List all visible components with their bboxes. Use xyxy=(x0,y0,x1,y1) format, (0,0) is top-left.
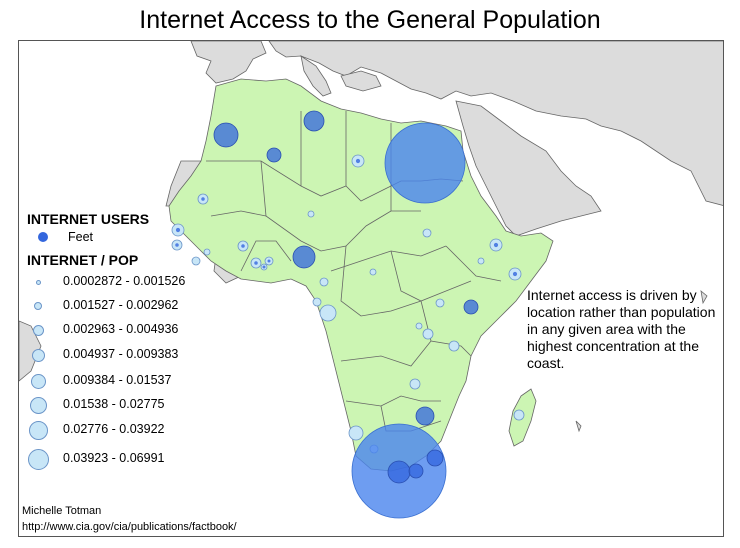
country-border xyxy=(345,395,441,407)
legend-class-symbol-icon xyxy=(27,448,49,470)
credit-source: http://www.cia.gov/cia/publications/fact… xyxy=(22,521,237,533)
credit-author: Michelle Totman xyxy=(22,505,102,517)
country-border xyxy=(240,240,292,272)
pop-circle xyxy=(513,409,525,421)
users-dot xyxy=(201,197,205,201)
users-dot xyxy=(241,244,245,248)
legend-class-label: 0.004937 - 0.009383 xyxy=(63,347,179,361)
pop-circle xyxy=(203,248,211,256)
legend-class-symbol-icon xyxy=(35,279,41,285)
users-circle xyxy=(426,449,444,467)
legend-class-label: 0.009384 - 0.01537 xyxy=(63,373,172,387)
country-border xyxy=(420,300,472,357)
pop-circle xyxy=(369,268,377,276)
legend-class-symbol-icon xyxy=(28,420,48,440)
users-dot xyxy=(512,271,518,277)
pop-circle xyxy=(415,322,423,330)
pop-circle xyxy=(422,228,432,238)
legend-class-label: 0.03923 - 0.06991 xyxy=(63,451,165,465)
users-circle xyxy=(463,299,479,315)
legend-pop-heading: INTERNET / POP xyxy=(27,252,139,268)
legend-class-label: 0.02776 - 0.03922 xyxy=(63,422,165,436)
users-dot xyxy=(175,227,181,233)
map-symbols xyxy=(171,110,525,519)
legend-class-symbol-icon xyxy=(32,324,44,336)
users-circle xyxy=(387,460,411,484)
other-landmass xyxy=(19,41,723,433)
users-circle xyxy=(213,122,239,148)
pop-circle xyxy=(422,328,434,340)
legend-users-item: Feet xyxy=(68,230,94,244)
users-dot xyxy=(175,243,179,247)
legend-users-heading: INTERNET USERS xyxy=(27,211,150,227)
pop-circle xyxy=(448,340,460,352)
legend-class-label: 0.001527 - 0.002962 xyxy=(63,298,179,312)
users-circle xyxy=(266,147,282,163)
legend-class-label: 0.0002872 - 0.001526 xyxy=(63,274,186,288)
europe-landmass xyxy=(190,41,267,84)
arabia-landmass xyxy=(455,100,602,237)
pop-circle xyxy=(348,425,364,441)
users-circle xyxy=(408,463,424,479)
legend-users-dot-icon xyxy=(38,232,48,242)
italy-landmass xyxy=(300,55,332,97)
map-canvas xyxy=(19,41,723,519)
country-border xyxy=(340,340,432,367)
users-circle xyxy=(292,245,316,269)
users-dot xyxy=(267,259,271,263)
country-border xyxy=(445,245,502,282)
legend-class-label: 0.002963 - 0.004936 xyxy=(63,322,179,336)
map-frame xyxy=(18,40,724,537)
sri-lanka-landmass xyxy=(700,290,708,305)
pop-circle xyxy=(477,257,485,265)
pop-circle xyxy=(409,378,421,390)
legend-class-symbol-icon xyxy=(34,302,42,310)
pop-circle xyxy=(319,304,337,322)
map-note: Internet access is driven by location ra… xyxy=(527,287,716,371)
users-dot xyxy=(355,158,361,164)
users-circle xyxy=(415,406,435,426)
country-border xyxy=(210,210,267,217)
users-dot xyxy=(254,261,258,265)
pop-circle xyxy=(312,297,322,307)
legend-class-symbol-icon xyxy=(31,348,45,362)
legend-class-label: 0.01538 - 0.02775 xyxy=(63,397,165,411)
users-dot xyxy=(262,265,266,269)
users-circle xyxy=(303,110,325,132)
pop-circle xyxy=(435,298,445,308)
pop-circle xyxy=(191,256,201,266)
pop-circle xyxy=(307,210,315,218)
country-border xyxy=(340,245,422,317)
north-africa-gray xyxy=(340,70,382,92)
pop-circle xyxy=(319,277,329,287)
users-circle-large xyxy=(384,122,466,204)
legend-class-symbol-icon xyxy=(29,396,47,414)
madagascar-neighbor xyxy=(575,420,582,433)
map-title: Internet Access to the General Populatio… xyxy=(139,6,601,34)
users-dot xyxy=(493,242,499,248)
legend-class-symbol-icon xyxy=(30,373,46,389)
europe-landmass xyxy=(268,41,723,206)
